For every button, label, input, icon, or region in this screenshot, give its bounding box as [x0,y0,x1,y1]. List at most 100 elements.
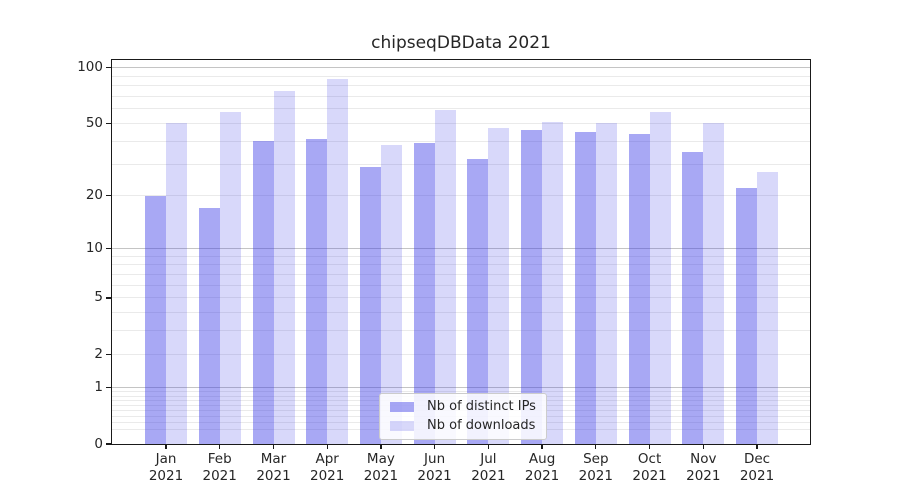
x-tick-label: Feb 2021 [175,451,265,485]
minor-gridline [112,353,810,355]
x-tick-year: 2021 [578,468,613,484]
y-tick-label: 0 [94,435,103,452]
y-tick-mark [106,353,111,356]
minor-gridline [112,108,810,110]
x-tick-year: 2021 [632,468,667,484]
plot-area: Nb of distinct IPs Nb of downloads [111,59,811,445]
x-tick-month: Dec [743,451,771,467]
bar-distinct-ips [306,139,328,444]
legend-item-distinct-ips: Nb of distinct IPs [390,399,536,415]
y-tick-label: 20 [85,187,103,204]
x-tick-mark [595,444,597,449]
minor-gridline [112,297,810,299]
y-tick-label: 100 [77,59,103,76]
x-tick-year: 2021 [202,468,237,484]
minor-gridline [112,330,810,332]
bar-distinct-ips [574,131,596,444]
x-tick-label: Aug 2021 [497,451,587,485]
x-tick-label: Jul 2021 [443,451,533,485]
x-tick-year: 2021 [524,468,560,484]
bar-distinct-ips [628,133,650,444]
minor-gridline [112,85,810,87]
y-tick-label: 1 [94,379,103,395]
x-tick-label: Dec 2021 [712,451,802,485]
minor-gridline [112,75,810,77]
x-tick-label: Apr 2021 [282,451,372,485]
x-tick-year: 2021 [363,468,399,484]
bar-distinct-ips [682,151,704,444]
bar-distinct-ips [198,208,220,444]
x-tick-month: Jan [155,451,177,467]
minor-gridline [112,140,810,142]
bar-distinct-ips [521,130,543,444]
minor-gridline [112,195,810,197]
minor-gridline [112,255,810,257]
major-gridline [112,67,810,69]
bar-distinct-ips [252,141,274,444]
x-tick-mark [272,444,275,449]
bar-downloads [166,123,187,444]
bar-distinct-ips [736,188,757,444]
bar-distinct-ips [145,195,166,444]
y-tick-mark [106,247,111,250]
minor-gridline [112,284,810,286]
x-tick-month: Feb [207,451,232,467]
x-tick-label: May 2021 [336,451,426,485]
bar-downloads [219,111,241,444]
bar-downloads [649,111,671,444]
x-tick-label: Jun 2021 [390,451,480,485]
major-gridline [112,247,810,249]
x-tick-label: Oct 2021 [605,451,695,485]
x-tick-year: 2021 [417,468,452,484]
bar-downloads [434,110,456,444]
y-tick-label: 2 [94,345,103,362]
bar-downloads [327,78,349,444]
x-tick-year: 2021 [256,468,291,484]
y-tick-mark [106,297,111,299]
y-tick-mark [106,443,111,445]
minor-gridline [112,95,810,97]
x-tick-mark [487,444,490,449]
chart-title: chipseqDBData 2021 [371,33,551,53]
x-tick-mark [648,444,651,449]
bar-downloads [273,90,295,444]
x-tick-mark [165,444,167,449]
x-tick-mark [433,444,436,449]
x-tick-label: Jan 2021 [121,451,211,485]
legend-label-downloads: Nb of downloads [427,418,536,433]
x-tick-month: Oct [637,451,662,467]
x-tick-mark [756,444,758,449]
x-tick-mark [541,444,543,449]
minor-gridline [112,273,810,275]
x-tick-month: Apr [315,451,339,467]
x-tick-label: Sep 2021 [551,451,641,485]
legend: Nb of distinct IPs Nb of downloads [379,393,547,440]
x-tick-mark [219,444,221,449]
x-tick-month: Aug [528,451,556,467]
x-tick-label: Nov 2021 [658,451,748,485]
legend-item-downloads: Nb of downloads [390,418,536,434]
y-tick-label: 5 [94,289,103,306]
bar-downloads [380,145,402,444]
bar-downloads [595,123,617,444]
x-tick-month: Mar [260,451,287,467]
minor-gridline [112,122,810,124]
bar-downloads [757,172,778,444]
legend-label-distinct-ips: Nb of distinct IPs [427,399,536,414]
bar-downloads [703,123,725,444]
x-tick-month: May [366,451,395,467]
minor-gridline [112,264,810,266]
legend-swatch-downloads [390,421,414,431]
y-tick-label: 10 [85,240,103,256]
major-gridline [112,386,810,388]
x-tick-year: 2021 [471,468,506,484]
y-tick-mark [106,67,111,69]
minor-gridline [112,391,810,393]
legend-swatch-distinct-ips [390,402,414,412]
bar-distinct-ips [467,158,489,444]
y-tick-label: 50 [85,114,103,131]
x-tick-year: 2021 [686,468,721,484]
x-tick-year: 2021 [148,468,184,484]
bar-downloads [542,121,564,444]
